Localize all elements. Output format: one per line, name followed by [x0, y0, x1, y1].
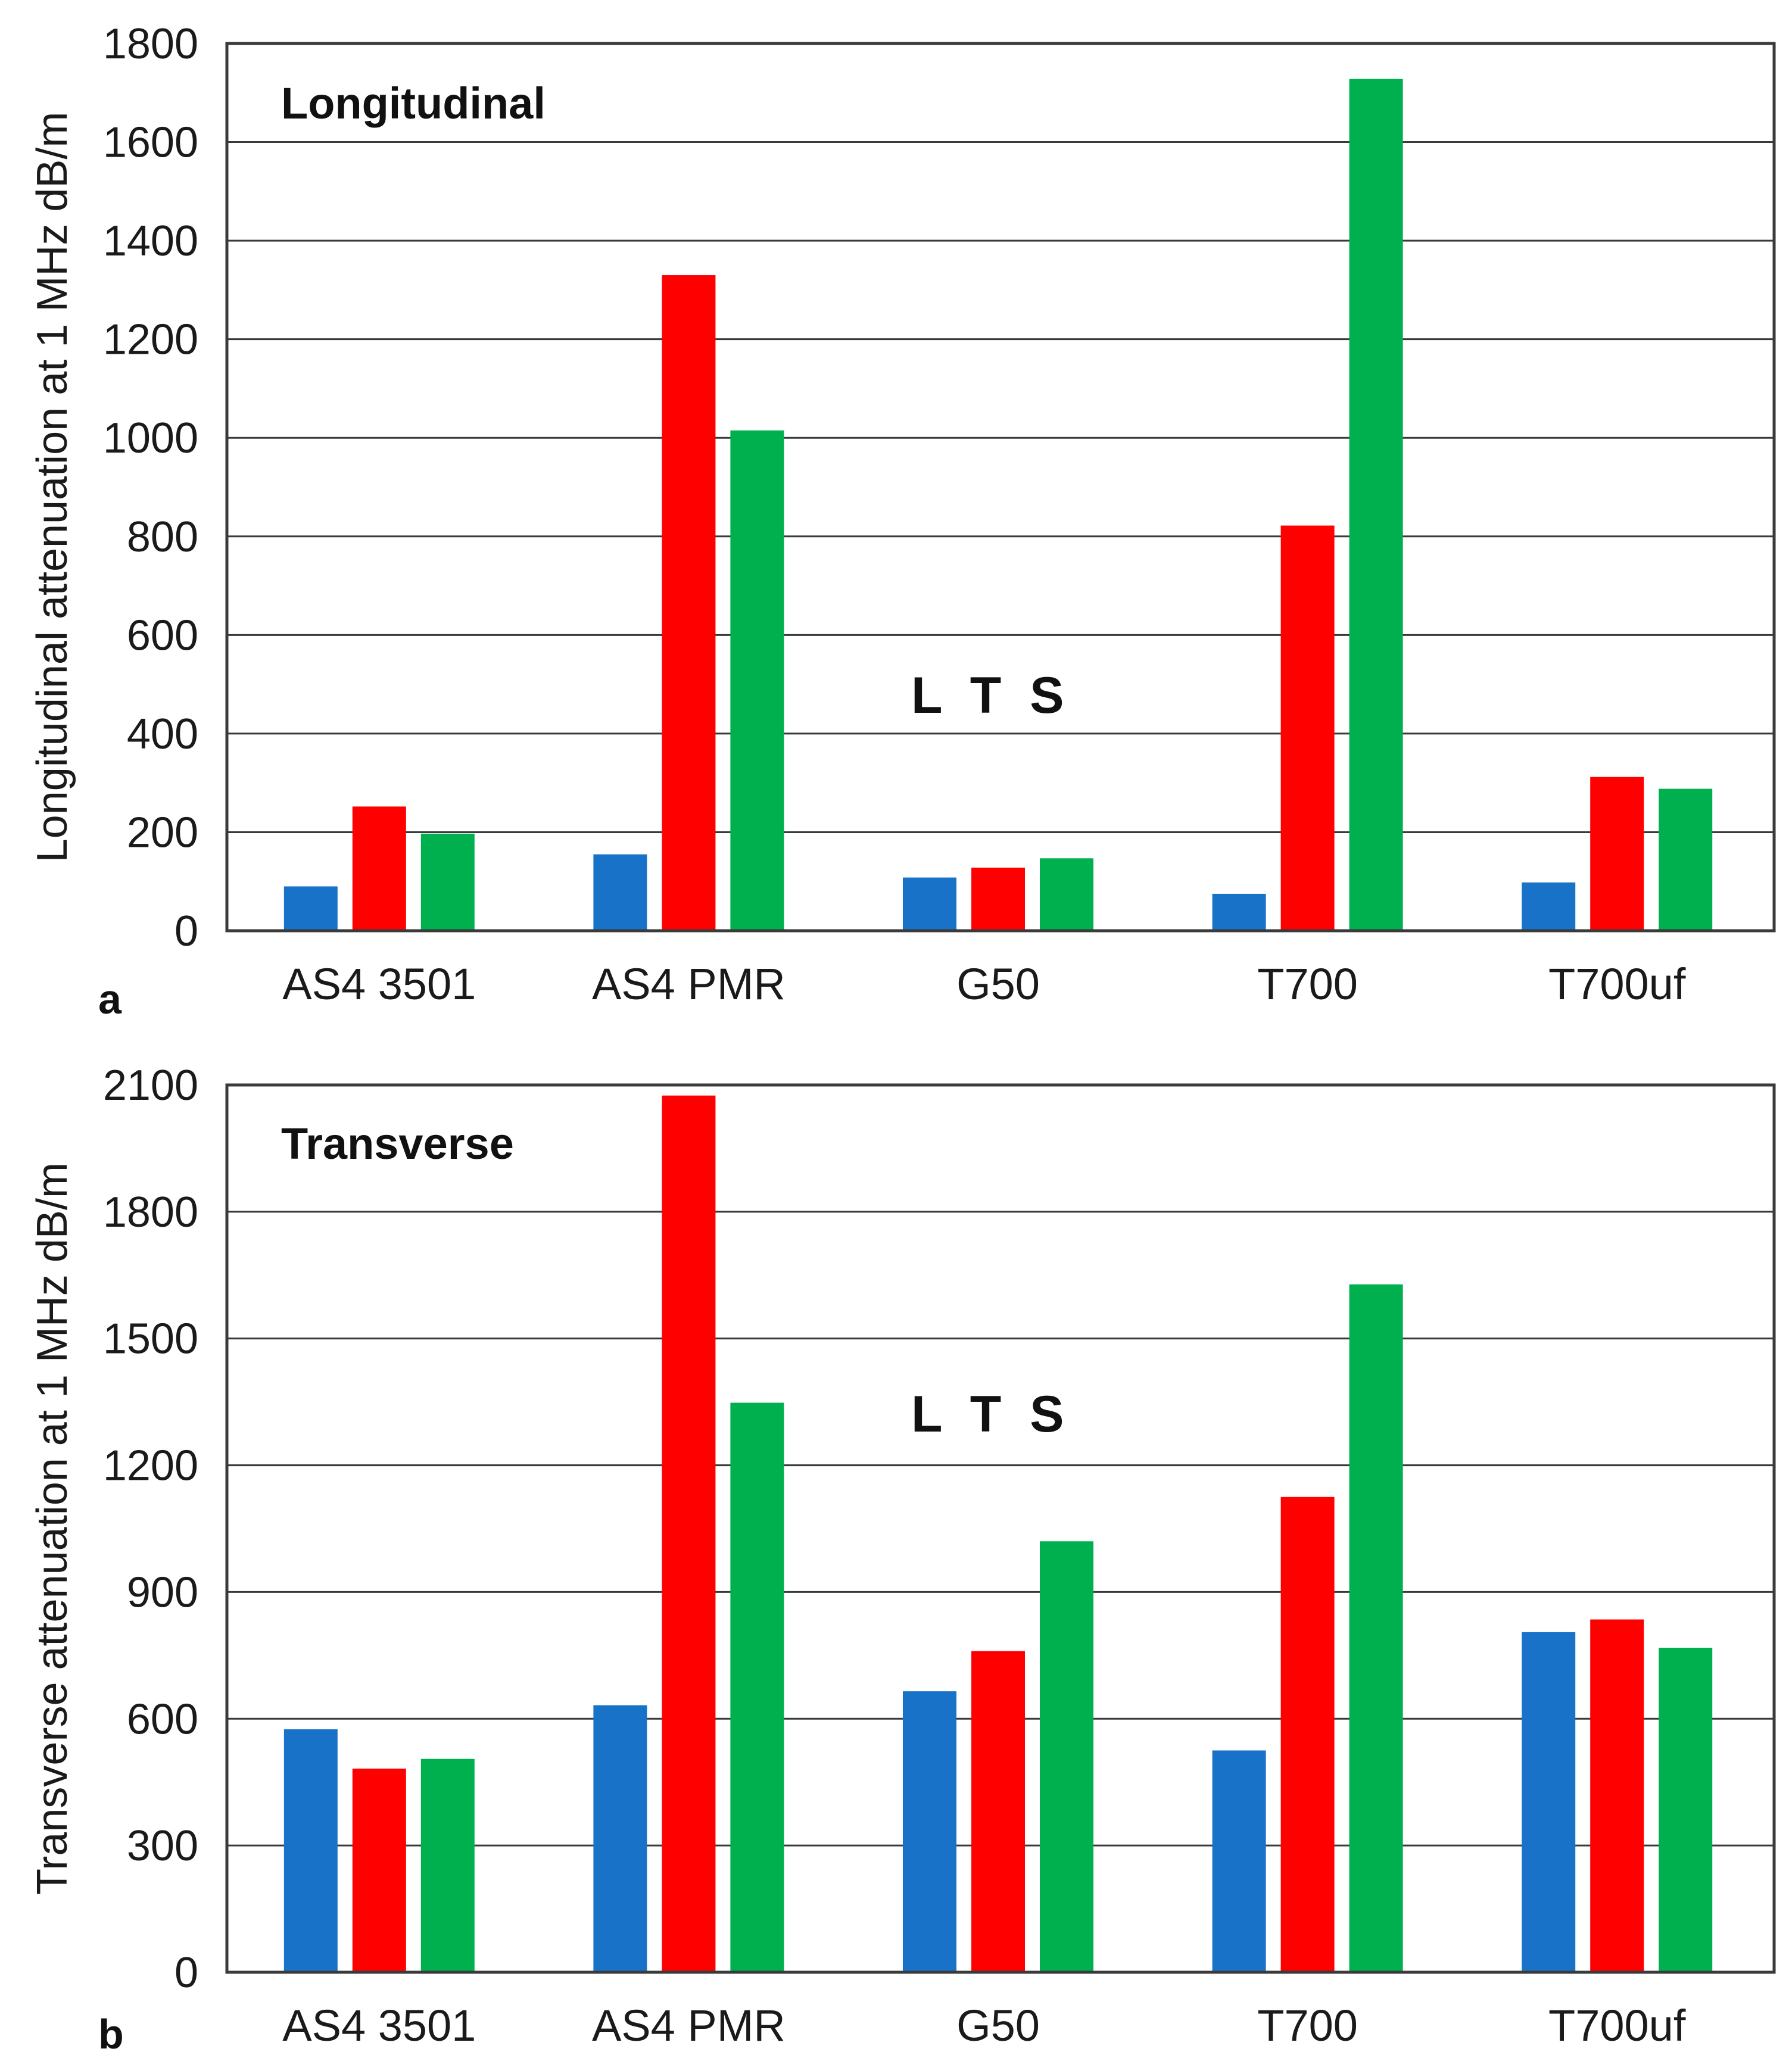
x-tick-label: AS4 PMR	[592, 2001, 786, 2050]
bar-T-g50	[971, 1651, 1025, 1972]
x-tick-label: G50	[956, 2001, 1040, 2050]
bar-S-g50	[1040, 858, 1093, 931]
y-tick-label: 600	[127, 612, 198, 659]
bar-L-as4-pmr	[593, 854, 647, 931]
bar-S-as4-3501	[420, 1758, 475, 1972]
bar-L-g50	[903, 1691, 956, 1972]
y-tick-label: 0	[174, 1949, 198, 1997]
y-tick-label: 900	[127, 1569, 198, 1616]
chart-title: Transverse	[281, 1119, 514, 1168]
chart-transverse: 0 300 600 900 1200 1500 1800 2100 AS4 3501 AS4 P…	[29, 1062, 1776, 2057]
bars	[283, 79, 1713, 931]
bar-L-t700uf	[1522, 882, 1576, 931]
panel-label: b	[98, 2011, 124, 2057]
gridlines	[227, 141, 1774, 833]
y-tick-label: 200	[127, 809, 198, 856]
bar-T-as4-pmr	[662, 275, 716, 931]
x-tick-label: G50	[956, 959, 1040, 1009]
y-tick-label: 400	[127, 710, 198, 758]
bar-S-t700uf	[1659, 1648, 1713, 1972]
y-tick-label: 300	[127, 1822, 198, 1870]
y-tick-label: 1800	[103, 20, 198, 68]
x-tick-label: T700uf	[1548, 2001, 1686, 2050]
bar-L-g50	[903, 877, 956, 931]
y-tick-label: 0	[174, 908, 198, 955]
y-tick-label: 1500	[103, 1315, 198, 1363]
bar-S-t700	[1349, 79, 1403, 931]
bar-T-as4-pmr	[662, 1095, 716, 1972]
y-tick-labels: 0 300 600 900 1200 1500 1800 2100	[103, 1062, 198, 1997]
bar-S-as4-pmr	[730, 430, 784, 931]
bar-L-t700	[1212, 1750, 1266, 1972]
bar-T-t700uf	[1590, 1619, 1644, 1972]
bar-T-g50	[971, 868, 1025, 931]
bar-T-as4-3501	[352, 806, 406, 931]
bars	[283, 1095, 1713, 1972]
y-tick-label: 1200	[103, 316, 198, 364]
y-tick-label: 1400	[103, 217, 198, 265]
x-tick-label: T700uf	[1548, 959, 1686, 1009]
bar-L-as4-3501	[283, 1729, 338, 1972]
x-tick-label: AS4 3501	[282, 959, 476, 1009]
x-tick-label: T700	[1257, 2001, 1358, 2050]
legend-lts: L T S	[911, 1386, 1064, 1443]
bar-S-t700uf	[1659, 788, 1713, 931]
bar-L-t700uf	[1522, 1632, 1576, 1972]
x-tick-label: AS4 3501	[282, 2001, 476, 2050]
bar-T-t700	[1280, 1496, 1335, 1972]
chart-longitudinal: 0 200 400 600 800 1000 1200 1400 1600 1800 AS4 35…	[29, 20, 1776, 1022]
bar-L-as4-3501	[283, 886, 338, 931]
y-tick-labels: 0 200 400 600 800 1000 1200 1400 1600 1800	[103, 20, 198, 955]
plot-area	[227, 43, 1774, 931]
y-tick-label: 1800	[103, 1189, 198, 1236]
x-tick-labels: AS4 3501 AS4 PMR G50 T700 T700uf	[282, 959, 1686, 1009]
y-tick-label: 1600	[103, 119, 198, 167]
panel-label: a	[98, 976, 122, 1022]
bar-T-t700	[1280, 525, 1335, 931]
bar-T-t700uf	[1590, 777, 1644, 931]
plot-frame	[225, 42, 1776, 933]
y-axis-label: Transverse attenuation at 1 MHz dB/m	[29, 1162, 76, 1895]
y-tick-label: 2100	[103, 1062, 198, 1109]
bar-L-t700	[1212, 893, 1266, 931]
chart-title: Longitudinal	[281, 79, 546, 128]
legend-lts: L T S	[911, 667, 1064, 724]
x-tick-label: AS4 PMR	[592, 959, 786, 1009]
x-tick-labels: AS4 3501 AS4 PMR G50 T700 T700uf	[282, 2001, 1686, 2050]
y-tick-label: 1200	[103, 1442, 198, 1490]
bar-S-t700	[1349, 1284, 1403, 1972]
bar-S-as4-pmr	[730, 1402, 784, 1972]
plot-frame	[225, 1083, 1776, 1974]
y-tick-label: 1000	[103, 414, 198, 462]
bar-T-as4-3501	[352, 1769, 406, 1972]
gridlines	[227, 1211, 1774, 1847]
bar-S-as4-3501	[420, 833, 475, 931]
x-tick-label: T700	[1257, 959, 1358, 1009]
bar-L-as4-pmr	[593, 1705, 647, 1972]
bar-S-g50	[1040, 1541, 1093, 1972]
y-axis-label: Longitudinal attenuation at 1 MHz dB/m	[29, 112, 76, 863]
y-tick-label: 800	[127, 513, 198, 561]
y-tick-label: 600	[127, 1695, 198, 1743]
